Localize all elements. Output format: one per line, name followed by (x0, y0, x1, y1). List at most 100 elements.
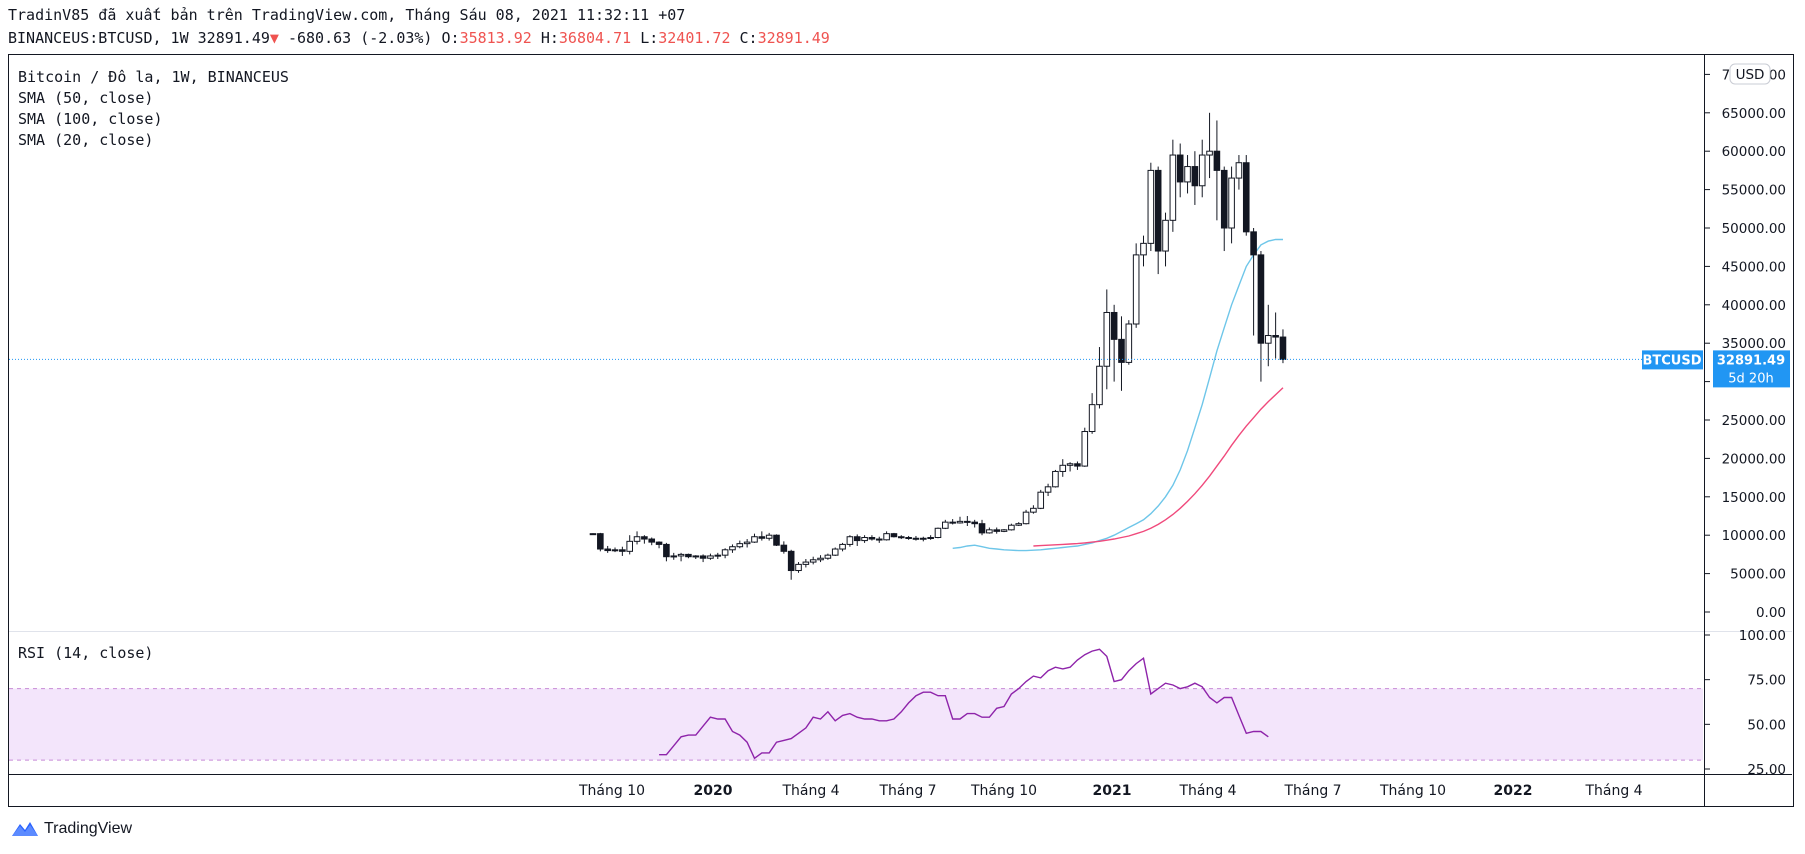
candle-body (824, 554, 832, 559)
ohlc-header: BINANCEUS:BTCUSD, 1W 32891.49▼ -680.63 (… (8, 29, 830, 47)
candle (853, 534, 861, 546)
candle (846, 535, 854, 547)
candle (1272, 312, 1279, 359)
candle-body (846, 536, 854, 545)
candle-body (736, 543, 744, 548)
candle (1154, 166, 1162, 275)
candle (670, 552, 678, 560)
candle (986, 527, 993, 534)
candle (1213, 120, 1221, 221)
candle (1125, 320, 1133, 365)
candle (831, 547, 839, 556)
candle (1264, 304, 1272, 367)
candle-body (1103, 311, 1111, 367)
candle-body (883, 533, 890, 541)
candle-body (1132, 254, 1140, 325)
candle-body (751, 536, 758, 543)
legend-sma-20: SMA (20, close) (18, 131, 154, 149)
candle-body (802, 561, 810, 565)
candle (890, 532, 898, 538)
candle (817, 555, 824, 563)
legend-rsi: RSI (14, close) (18, 644, 154, 662)
candle-body (831, 548, 839, 556)
legend-sma-100: SMA (100, close) (18, 110, 163, 128)
candle (721, 548, 729, 559)
price-tick-label: 35000.00 (1722, 336, 1786, 352)
candle (765, 532, 773, 541)
candle-body (773, 534, 780, 546)
candle-body (743, 541, 751, 545)
open-value: 35813.92 (459, 29, 532, 47)
time-tick-label: 2021 (1093, 783, 1132, 799)
candle (655, 541, 663, 549)
time-tick-label: Tháng 4 (1584, 783, 1642, 799)
legend-title: Bitcoin / Đô la, 1W, BINANCEUS (18, 68, 289, 86)
price-change: -680.63 (-2.03%) (287, 29, 433, 47)
chart-frame (8, 54, 1794, 807)
time-tick-label: Tháng 4 (781, 783, 839, 799)
open-label: O: (441, 29, 460, 47)
candle-body (1206, 150, 1213, 156)
rsi-tick-label: 75.00 (1747, 673, 1786, 689)
candle-body (1220, 169, 1228, 229)
candle-body (677, 553, 685, 557)
candle-body (809, 559, 817, 563)
candle (1000, 529, 1008, 533)
tradingview-logo[interactable]: TradingView (10, 820, 132, 838)
candle-body (1059, 464, 1067, 472)
last-price: 32891.49 (197, 29, 270, 47)
candle-body (920, 537, 927, 540)
candle-body (927, 537, 934, 540)
sma-20-line (952, 238, 1283, 552)
candle-body (1242, 162, 1250, 233)
candle-body (875, 538, 883, 541)
legend-sma-50: SMA (50, close) (18, 89, 154, 107)
candle (1250, 228, 1257, 336)
candle-body (986, 529, 993, 534)
candle (1242, 155, 1250, 236)
currency-label: USD (1736, 67, 1765, 83)
symbol-tag-box (1642, 350, 1703, 370)
candle-body (1162, 219, 1169, 252)
low-label: L: (640, 29, 659, 47)
rsi-tick-label: 100.00 (1739, 628, 1786, 644)
candle (1184, 155, 1191, 194)
time-tick-label: Tháng 10 (1379, 783, 1446, 799)
candle (611, 547, 619, 553)
candle-body (648, 538, 656, 543)
candle (589, 533, 597, 536)
price-tick-label: 10000.00 (1722, 528, 1786, 544)
candle-body (1125, 323, 1133, 363)
candle (1008, 523, 1015, 531)
price-tick-label: 20000.00 (1722, 451, 1786, 467)
down-arrow-icon: ▼ (269, 29, 279, 47)
candle (1235, 155, 1243, 190)
candle-body (758, 536, 766, 539)
candle-body (1096, 365, 1103, 406)
candle-body (611, 549, 619, 552)
price-tag-value: 32891.49 (1717, 353, 1785, 368)
candle (861, 535, 868, 543)
candle (1015, 522, 1023, 526)
candle-body (1088, 404, 1096, 433)
candle (839, 542, 846, 552)
candle-body (971, 521, 978, 525)
candle-body (663, 543, 670, 558)
candle (1081, 427, 1089, 467)
candle-body (853, 536, 861, 542)
candle-body (1030, 507, 1037, 513)
candle (1162, 212, 1169, 267)
candle (1030, 505, 1037, 514)
candle-body (949, 521, 956, 524)
candle-body (1176, 154, 1184, 183)
candle-body (633, 536, 641, 542)
candle (736, 540, 744, 549)
candle (1206, 112, 1213, 179)
candle (1052, 469, 1059, 488)
candle (626, 535, 634, 555)
price-tick-label: 40000.00 (1722, 298, 1786, 314)
candle (1147, 162, 1155, 252)
candle-body (707, 555, 714, 559)
candle (633, 531, 641, 545)
